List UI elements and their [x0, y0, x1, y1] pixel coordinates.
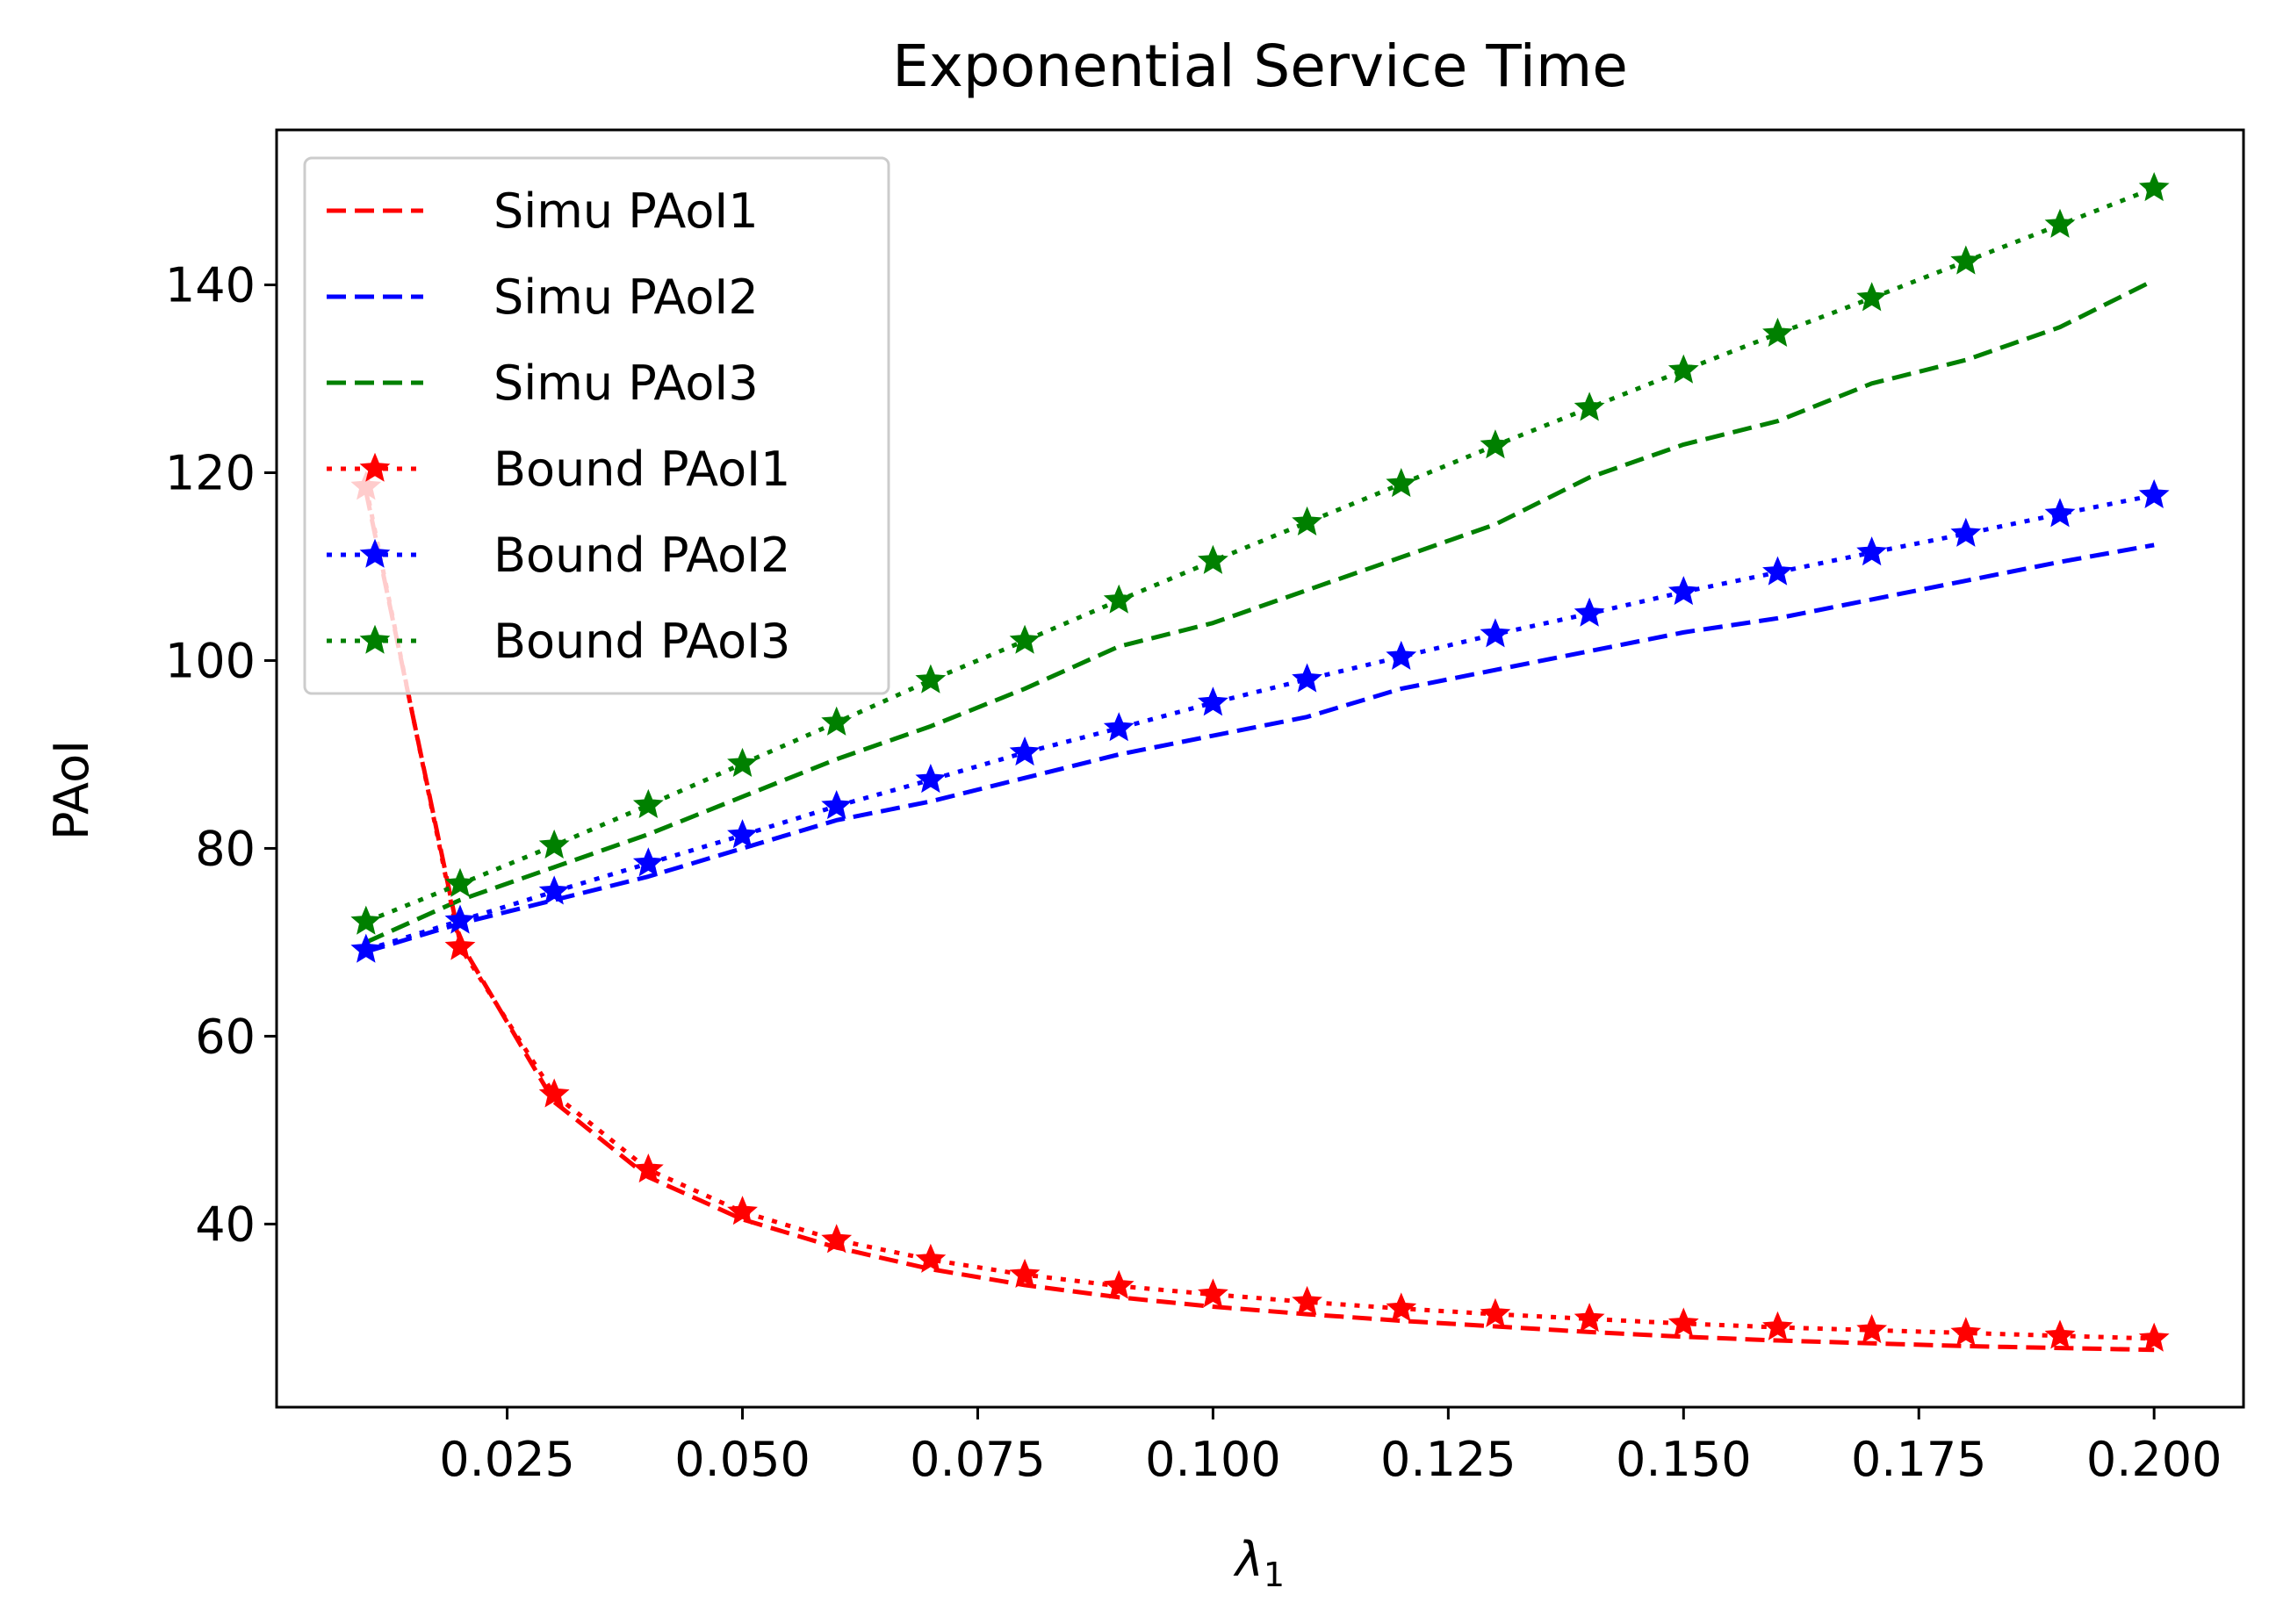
x-tick-label: 0.200: [2086, 1432, 2222, 1487]
legend-label: Simu PAoI3: [493, 356, 759, 411]
legend-label: Bound PAoI1: [493, 442, 790, 497]
data-point-bound-paoi1: [727, 1196, 758, 1225]
series-line-bound-paoi2: [365, 492, 2155, 952]
data-point-bound-paoi2: [632, 847, 664, 877]
data-point-bound-paoi1: [1292, 1285, 1322, 1315]
data-point-bound-paoi2: [821, 789, 853, 820]
data-point-bound-paoi1: [1762, 1311, 1793, 1340]
legend-marker: [359, 538, 391, 568]
y-axis: 40 60 80 100 120 140: [165, 258, 277, 1252]
data-point-bound-paoi2: [2044, 498, 2076, 528]
data-point-bound-paoi1: [1667, 1307, 1699, 1337]
data-point-bound-paoi3: [1103, 584, 1134, 614]
data-point-bound-paoi2: [1103, 712, 1134, 742]
y-tick-label: 40: [195, 1196, 256, 1252]
data-point-bound-paoi1: [1950, 1317, 1982, 1347]
data-point-bound-paoi1: [1009, 1258, 1041, 1288]
y-tick-label: 140: [165, 258, 256, 313]
data-point-bound-paoi3: [821, 706, 853, 736]
data-point-bound-paoi2: [350, 933, 382, 963]
series-line-simu-paoi2: [365, 543, 2155, 954]
series-line-bound-paoi3: [364, 186, 2156, 924]
data-point-bound-paoi3: [1574, 392, 1605, 421]
y-axis-label: PAoI: [44, 740, 99, 840]
data-point-bound-paoi3: [1292, 506, 1322, 536]
data-point-bound-paoi2: [1667, 576, 1699, 606]
data-point-bound-paoi2: [1198, 686, 1228, 716]
data-point-bound-paoi1: [632, 1153, 664, 1183]
data-point-bound-paoi3: [2044, 208, 2076, 238]
x-axis-label: λ1: [1233, 1532, 1285, 1594]
data-point-bound-paoi3: [1198, 544, 1228, 574]
data-point-bound-paoi3: [538, 829, 570, 859]
x-tick-label: 0.150: [1616, 1432, 1752, 1487]
y-tick-label: 100: [165, 633, 256, 688]
data-point-bound-paoi2: [915, 764, 947, 794]
data-point-bound-paoi2: [2138, 478, 2170, 508]
legend-marker: [359, 624, 391, 654]
chart-title: Exponential Service Time: [892, 32, 1628, 100]
x-tick-label: 0.050: [674, 1432, 810, 1487]
x-tick-label: 0.100: [1145, 1432, 1281, 1487]
data-point-bound-paoi3: [1762, 317, 1793, 347]
legend: Simu PAoI1 Simu PAoI2 Simu PAoI3 Bound PAoI…: [303, 156, 890, 695]
series-line-simu-paoi3: [364, 277, 2156, 945]
legend-marker: [359, 452, 391, 482]
data-point-bound-paoi3: [727, 747, 758, 777]
data-point-bound-paoi3: [632, 788, 664, 819]
plot-area: [350, 172, 2170, 1353]
data-point-bound-paoi3: [1480, 429, 1511, 459]
data-point-bound-paoi2: [1480, 618, 1511, 648]
data-point-bound-paoi3: [1009, 624, 1041, 654]
x-tick-label: 0.025: [439, 1432, 575, 1487]
x-axis: 0.025 0.050 0.075 0.100 0.125 0.150 0.175 0.200: [439, 1407, 2222, 1487]
data-point-bound-paoi1: [538, 1078, 570, 1108]
data-point-bound-paoi2: [1950, 517, 1982, 547]
data-point-bound-paoi3: [444, 867, 476, 897]
data-point-bound-paoi2: [1386, 640, 1417, 670]
data-point-bound-paoi2: [444, 904, 476, 934]
series-line-bound-paoi1: [364, 486, 2155, 1341]
x-axis-label-subscript: 1: [1264, 1556, 1285, 1594]
data-point-bound-paoi2: [727, 819, 758, 849]
data-point-bound-paoi3: [1950, 245, 1982, 275]
data-point-bound-paoi3: [1386, 468, 1417, 498]
x-axis-label-symbol: λ: [1233, 1532, 1264, 1587]
data-point-bound-paoi2: [1574, 597, 1605, 627]
plot-frame: [275, 128, 2245, 1409]
data-point-bound-paoi1: [1480, 1297, 1511, 1327]
legend-label: Simu PAoI1: [493, 183, 759, 239]
legend-box: [303, 156, 890, 695]
data-point-bound-paoi1: [1386, 1292, 1417, 1322]
data-point-bound-paoi1: [1574, 1303, 1605, 1333]
data-point-bound-paoi1: [915, 1243, 947, 1273]
data-point-bound-paoi3: [1667, 354, 1699, 384]
y-tick-label: 80: [195, 821, 256, 876]
x-tick-label: 0.175: [1851, 1432, 1987, 1487]
legend-label: Bound PAoI2: [493, 528, 790, 583]
data-point-bound-paoi1: [2044, 1319, 2076, 1349]
data-point-bound-paoi3: [2138, 172, 2170, 202]
data-point-bound-paoi2: [1292, 663, 1322, 693]
data-point-bound-paoi2: [538, 875, 570, 905]
x-tick-label: 0.125: [1380, 1432, 1516, 1487]
legend-label: Simu PAoI2: [493, 269, 759, 325]
data-point-bound-paoi3: [350, 905, 382, 935]
data-point-bound-paoi2: [1009, 737, 1041, 766]
data-point-bound-paoi1: [1856, 1313, 1888, 1344]
data-point-bound-paoi2: [1856, 536, 1888, 566]
data-point-bound-paoi1: [1198, 1278, 1228, 1308]
data-point-bound-paoi1: [444, 931, 476, 960]
data-point-bound-paoi3: [915, 664, 947, 693]
data-point-bound-paoi1: [2138, 1322, 2170, 1352]
y-tick-label: 120: [165, 445, 256, 500]
x-tick-label: 0.075: [910, 1432, 1046, 1487]
legend-label: Bound PAoI3: [493, 614, 790, 669]
data-point-bound-paoi2: [1762, 556, 1793, 586]
data-point-bound-paoi1: [821, 1224, 853, 1254]
data-point-bound-paoi3: [1856, 282, 1888, 312]
data-point-bound-paoi1: [1103, 1269, 1134, 1299]
y-tick-label: 60: [195, 1009, 256, 1064]
